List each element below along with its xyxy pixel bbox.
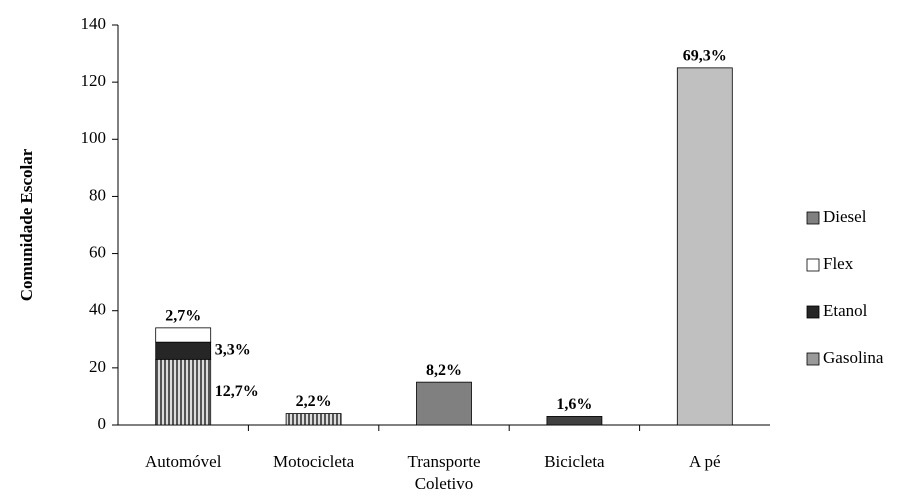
data-label: 69,3% (683, 48, 727, 65)
data-label: 12,7% (215, 383, 259, 400)
x-tick-label: Bicicleta (544, 452, 605, 471)
y-tick-label: 60 (89, 242, 106, 261)
x-tick-label: Motocicleta (273, 452, 355, 471)
bar-segment (546, 416, 603, 426)
legend-label: Flex (823, 254, 854, 273)
y-tick-label: 20 (89, 357, 106, 376)
legend-label: Etanol (823, 301, 868, 320)
bar-segment (155, 358, 212, 426)
data-label: 1,6% (556, 396, 592, 413)
y-tick-label: 120 (81, 71, 107, 90)
y-tick-label: 80 (89, 185, 106, 204)
data-label: 3,3% (215, 341, 251, 358)
bar-segment (416, 381, 472, 426)
y-tick-label: 100 (81, 128, 107, 147)
bar-segment (285, 413, 342, 426)
y-axis-label: Comunidade Escolar (17, 148, 36, 301)
data-label: 2,7% (165, 308, 201, 325)
bar-segment (155, 341, 212, 360)
data-label: 2,2% (296, 393, 332, 410)
y-tick-label: 140 (81, 14, 107, 33)
legend-swatch (806, 305, 820, 319)
y-tick-label: 0 (98, 414, 107, 433)
x-tick-label: Transporte Coletivo (407, 452, 480, 493)
legend-swatch (806, 211, 820, 225)
bar-segment (676, 67, 733, 426)
x-tick-label: Automóvel (145, 452, 222, 471)
legend-label: Gasolina (823, 348, 884, 367)
legend-swatch (806, 352, 820, 366)
bar-segment (155, 327, 212, 343)
y-tick-label: 40 (89, 300, 106, 319)
legend-swatch (806, 258, 820, 272)
data-label: 8,2% (426, 362, 462, 379)
legend-label: Diesel (823, 207, 867, 226)
x-tick-label: A pé (689, 452, 721, 471)
